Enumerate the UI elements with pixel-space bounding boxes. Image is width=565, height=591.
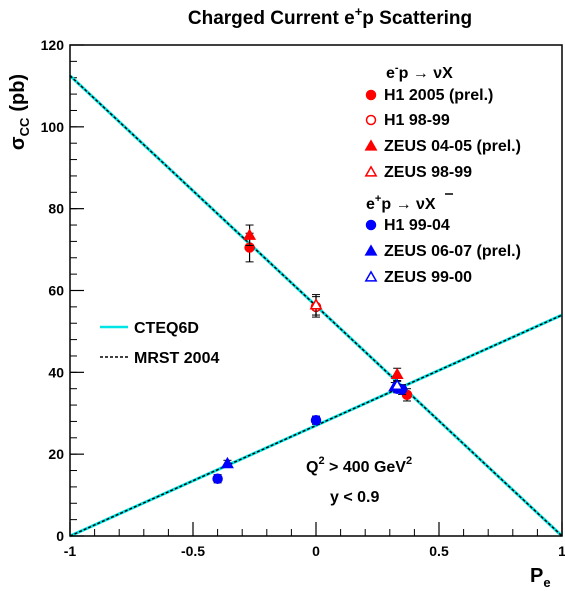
point-zeus-98-99-0	[309, 298, 323, 310]
legend-label-cteq6d: CTEQ6D	[134, 320, 199, 337]
point-zeus-04-05-prel-0	[243, 228, 257, 240]
annotation-q2-cut: Q2 > 400 GeV2	[306, 455, 412, 476]
legend-label-h1-98-99: H1 98-99	[384, 112, 450, 129]
y-tick-label-2: 40	[48, 364, 64, 380]
plot-frame	[69, 44, 563, 537]
legend-label-h1-2005-prel: H1 2005 (prel.)	[384, 87, 493, 104]
legend-label-zeus-04-05-prel: ZEUS 04-05 (prel.)	[384, 138, 521, 155]
y-tick-label-1: 20	[48, 446, 64, 462]
y-tick-label-5: 100	[41, 119, 65, 135]
point-zeus-04-05-prel-1	[390, 367, 404, 380]
x-tick-label-2: 0	[312, 543, 320, 559]
point-h1-99-04-1	[310, 414, 322, 426]
legend-label-h1-99-04: H1 99-04	[384, 217, 450, 234]
point-h1-99-04-0	[212, 473, 223, 484]
legend-label-zeus-99-00: ZEUS 99-00	[384, 269, 472, 286]
legend-label-zeus-98-99: ZEUS 98-99	[384, 164, 472, 181]
x-tick-label-3: 0.5	[429, 543, 449, 559]
y-tick-label-4: 80	[48, 201, 64, 217]
x-tick-label-0: -1	[64, 543, 77, 559]
annotation-y-cut: y < 0.9	[330, 489, 379, 506]
legend-marker-h1-98-99	[365, 114, 377, 126]
legend-marker-h1-2005-prel	[365, 89, 377, 101]
legend-marker-zeus-04-05-prel	[364, 139, 378, 151]
y-tick-label-3: 60	[48, 283, 64, 299]
data-points	[212, 224, 413, 484]
point-zeus-06-07-prel-0	[220, 456, 234, 469]
x-tick-label-1: -0.5	[181, 543, 205, 559]
data-legend: e-p → νX H1 2005 (prel.) H1 98-99 ZEUS 04-…	[364, 62, 521, 286]
legend-header-ep: e+p → νX	[366, 193, 436, 213]
y-tick-label-6: 120	[41, 37, 65, 53]
legend-marker-zeus-98-99	[364, 165, 378, 177]
x-axis-label: Pe	[530, 565, 551, 590]
legend-marker-h1-99-04	[365, 219, 377, 231]
svg-text:σCC(pb): σCC(pb)	[7, 74, 32, 150]
legend-header-em: e-p → νX	[386, 62, 453, 82]
legend-marker-zeus-06-07-prel	[364, 244, 378, 256]
legend-label-zeus-06-07-prel: ZEUS 06-07 (prel.)	[384, 243, 521, 260]
legend-label-mrst2004: MRST 2004	[134, 350, 219, 367]
theory-line-cteq6d-1	[69, 313, 563, 538]
y-tick-label-0: 0	[56, 528, 64, 544]
x-tick-label-4: 1	[558, 543, 565, 559]
point-zeus-99-00-0	[390, 378, 404, 391]
y-axis-label: σCC(pb)	[7, 74, 32, 150]
theory-legend: CTEQ6D MRST 2004	[100, 320, 219, 367]
chart-title: Charged Current e+p Scattering	[188, 4, 472, 29]
legend-marker-zeus-99-00	[364, 270, 378, 282]
axis-ticks: -1 -0.5 0 0.5 1 0 20 40 60 80 100 120	[41, 37, 565, 559]
